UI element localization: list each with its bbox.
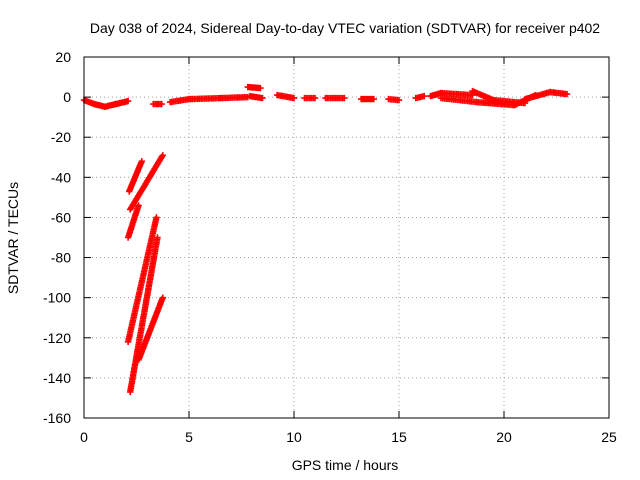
y-tick-label: -80 [51, 250, 71, 266]
x-tick-label: 10 [286, 429, 302, 445]
x-axis-title: GPS time / hours [292, 457, 399, 473]
data-segment [112, 97, 132, 108]
y-tick-label: -140 [43, 370, 71, 386]
data-segment [124, 214, 160, 345]
data-segment [412, 92, 428, 102]
data-point-marker [217, 93, 251, 102]
x-tick-label: 0 [80, 429, 88, 445]
data-segment [274, 91, 298, 102]
data-point-marker [127, 152, 166, 213]
data-segment [244, 83, 264, 92]
x-tick-label: 5 [185, 429, 193, 445]
y-tick-label: -40 [51, 169, 71, 185]
axis-ticks: 0 5 10 15 20 25 -160 -140 -120 -100 -80 -60 -40 -20 0 2… [43, 49, 617, 445]
data-segment [301, 94, 319, 102]
data-segment [150, 100, 165, 108]
data-series-sdtvar [80, 83, 571, 396]
data-segment [135, 294, 166, 363]
data-segment [358, 95, 377, 103]
grid-lines [84, 57, 609, 418]
data-point-marker [412, 92, 428, 102]
data-point-marker [150, 100, 165, 108]
data-segment [124, 202, 142, 241]
chart-title: Day 038 of 2024, Sidereal Day-to-day VTE… [90, 20, 600, 36]
plot-frame [83, 56, 610, 419]
y-tick-label: 20 [55, 49, 71, 65]
x-tick-label: 25 [601, 429, 617, 445]
y-tick-label: -60 [51, 209, 71, 225]
data-point-marker [124, 214, 160, 345]
data-point-marker [385, 95, 403, 104]
data-point-marker [185, 94, 224, 103]
x-tick-label: 15 [391, 429, 407, 445]
data-point-marker [547, 88, 571, 98]
data-point-marker [358, 95, 377, 103]
y-tick-label: -160 [43, 410, 71, 426]
data-segment [127, 152, 166, 213]
data-point-marker [274, 91, 298, 102]
data-segment [437, 94, 480, 106]
data-point-marker [437, 89, 476, 99]
y-tick-label: -20 [51, 129, 71, 145]
data-segment [246, 92, 266, 102]
y-tick-label: 0 [63, 89, 71, 105]
data-segment [521, 88, 554, 103]
data-segment [385, 95, 403, 104]
data-segment [126, 158, 145, 195]
data-segment [217, 93, 251, 102]
data-point-marker [244, 83, 264, 92]
data-point-marker [112, 97, 132, 108]
data-point-marker [521, 88, 554, 103]
y-axis-title: SDTVAR / TECUs [5, 182, 21, 294]
data-segment [437, 89, 476, 99]
data-point-marker [246, 92, 266, 102]
data-point-marker [322, 94, 348, 102]
data-point-marker [126, 158, 145, 195]
data-point-marker [437, 94, 480, 106]
data-point-marker [124, 202, 142, 241]
x-tick-label: 20 [496, 429, 512, 445]
data-point-marker [135, 294, 166, 363]
data-segment [185, 94, 224, 103]
data-segment [547, 88, 571, 98]
y-tick-label: -100 [43, 290, 71, 306]
y-tick-label: -120 [43, 330, 71, 346]
data-segment [322, 94, 348, 102]
data-point-marker [301, 94, 319, 102]
